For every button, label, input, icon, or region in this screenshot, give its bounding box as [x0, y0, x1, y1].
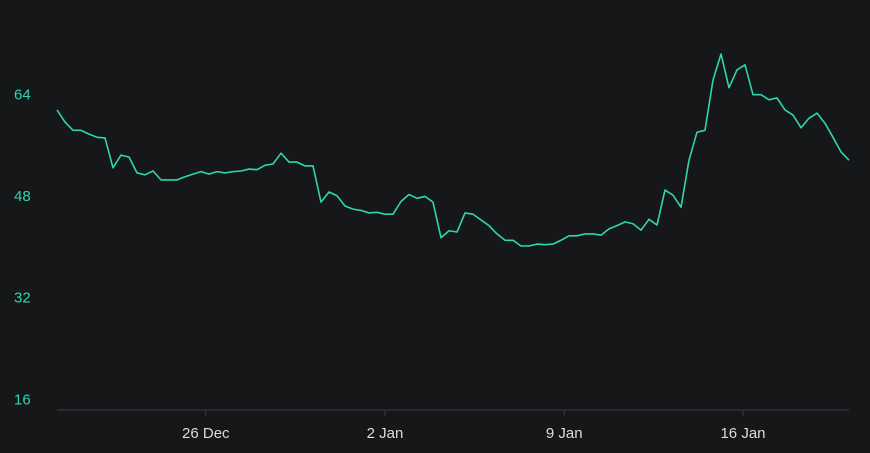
- x-tick-label: 2 Jan: [367, 425, 404, 442]
- y-tick-label: 48: [14, 188, 31, 205]
- x-tick-label: 26 Dec: [182, 425, 230, 442]
- y-tick-label: 16: [14, 391, 31, 408]
- y-tick-label: 64: [14, 86, 31, 103]
- x-tick-label: 16 Jan: [720, 425, 765, 442]
- line: [56, 53, 850, 247]
- y-tick-label: 32: [14, 290, 31, 307]
- x-tick-label: 9 Jan: [546, 425, 583, 442]
